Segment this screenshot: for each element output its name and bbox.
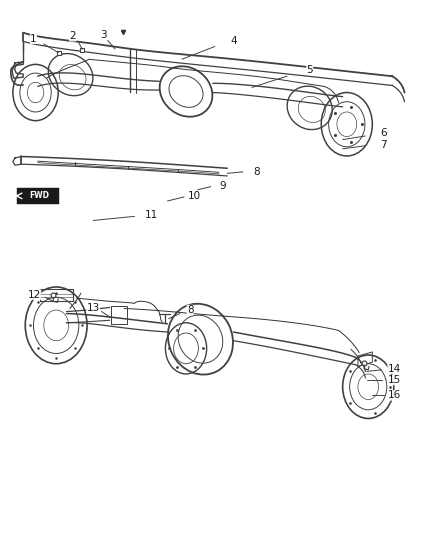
Text: 5: 5 — [306, 64, 313, 75]
Text: 2: 2 — [69, 31, 76, 41]
Text: 1: 1 — [30, 34, 37, 44]
Text: 8: 8 — [253, 167, 259, 177]
Text: 10: 10 — [188, 191, 201, 201]
Text: 11: 11 — [145, 211, 158, 220]
Text: 3: 3 — [100, 30, 107, 40]
FancyBboxPatch shape — [17, 188, 59, 204]
Text: 16: 16 — [388, 391, 401, 400]
Text: 15: 15 — [388, 375, 401, 385]
Text: 12: 12 — [28, 289, 41, 300]
Text: 14: 14 — [388, 364, 401, 374]
Text: 6: 6 — [381, 128, 387, 139]
Text: 13: 13 — [87, 303, 100, 313]
Text: 8: 8 — [187, 305, 194, 315]
Text: 7: 7 — [381, 140, 387, 150]
Text: 4: 4 — [230, 36, 237, 46]
Text: 9: 9 — [219, 181, 226, 191]
Text: FWD: FWD — [30, 191, 49, 200]
